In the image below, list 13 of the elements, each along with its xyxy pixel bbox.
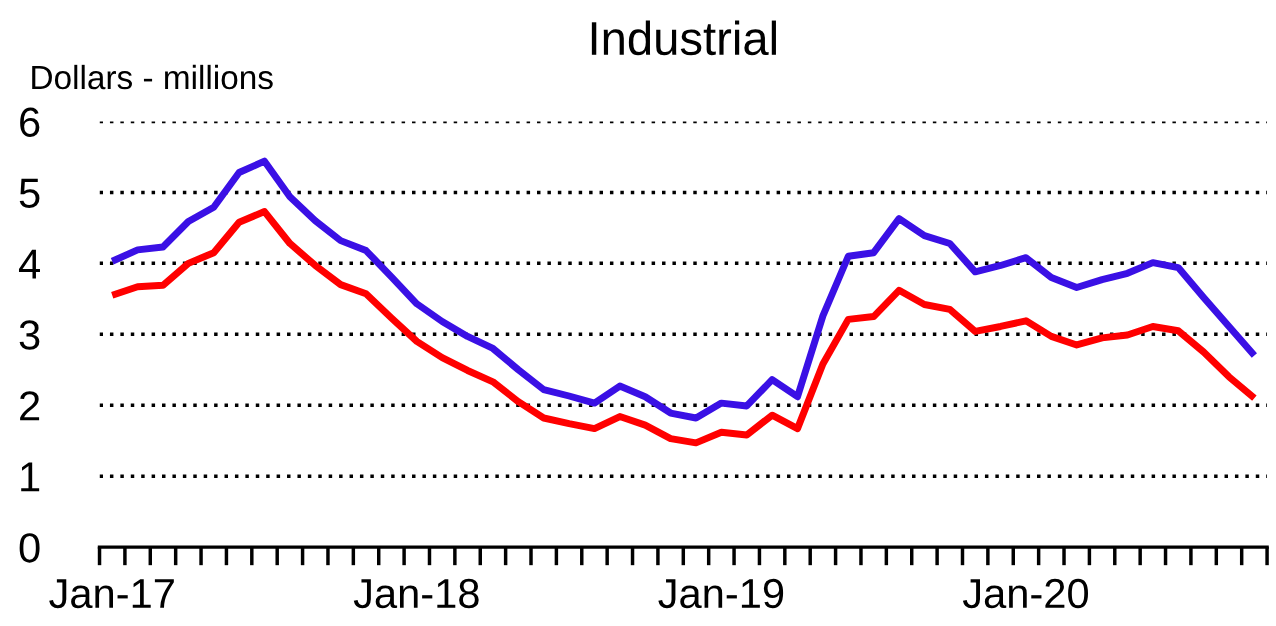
chart-title: Industrial xyxy=(591,20,776,56)
y-axis-title: Dollars - millions xyxy=(32,64,273,90)
y-tick-label: 4 xyxy=(18,249,40,279)
y-tick-label: 6 xyxy=(20,107,40,137)
y-tick-label: 1 xyxy=(21,462,40,492)
x-tick-label: Jan-18 xyxy=(353,578,479,609)
y-tick-label: 0 xyxy=(19,533,40,563)
y-tick-label: 5 xyxy=(19,178,40,208)
y-tick-label: 3 xyxy=(19,320,40,350)
x-tick-label: Jan-19 xyxy=(658,578,784,609)
y-tick-label: 2 xyxy=(20,391,40,421)
x-tick-label: Jan-17 xyxy=(49,579,174,609)
x-tick-label: Jan-20 xyxy=(962,578,1089,609)
